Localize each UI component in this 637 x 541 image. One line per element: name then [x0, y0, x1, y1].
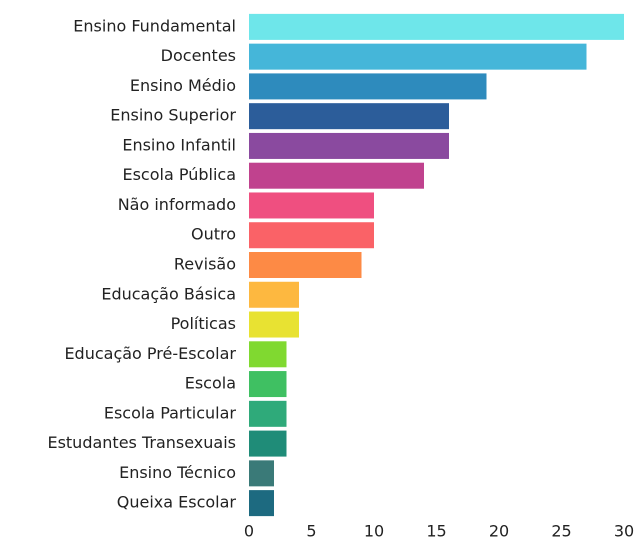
- bar: [249, 73, 487, 100]
- y-tick-label: Revisão: [174, 255, 236, 274]
- bar: [249, 13, 624, 40]
- y-tick-label: Ensino Médio: [130, 76, 236, 95]
- y-tick-label: Outro: [191, 225, 236, 244]
- bar: [249, 132, 449, 159]
- x-tick-label: 20: [489, 522, 509, 541]
- bar: [249, 252, 362, 278]
- bar: [249, 311, 299, 338]
- x-tick-label: 10: [364, 522, 384, 541]
- bar: [249, 400, 287, 427]
- bar: [249, 430, 287, 457]
- y-tick-label: Ensino Infantil: [122, 135, 236, 154]
- bar: [249, 162, 424, 189]
- y-tick-label: Ensino Técnico: [119, 463, 236, 482]
- y-tick-label: Ensino Fundamental: [73, 16, 236, 35]
- y-tick-label: Estudantes Transexuais: [47, 433, 236, 452]
- y-tick-label: Queixa Escolar: [117, 493, 237, 512]
- bar: [249, 490, 274, 517]
- y-tick-label: Não informado: [118, 195, 236, 214]
- bar: [249, 192, 374, 219]
- x-tick-label: 5: [306, 522, 316, 541]
- y-tick-label: Docentes: [161, 46, 236, 65]
- y-tick-label: Escola: [185, 374, 236, 393]
- y-tick-label: Escola Particular: [104, 403, 237, 422]
- x-tick-label: 30: [614, 522, 634, 541]
- bar: [249, 281, 299, 308]
- y-tick-label: Escola Pública: [122, 165, 236, 184]
- x-tick-label: 15: [426, 522, 446, 541]
- bar: [249, 371, 287, 398]
- y-tick-label: Educação Pré-Escolar: [64, 344, 236, 363]
- y-tick-label: Ensino Superior: [110, 106, 236, 125]
- x-tick-label: 0: [244, 522, 254, 541]
- y-tick-label: Políticas: [171, 314, 236, 333]
- bar: [249, 460, 274, 487]
- bar: [249, 103, 449, 130]
- bar: [249, 222, 374, 249]
- bar: [249, 341, 287, 368]
- bar: [249, 43, 587, 70]
- y-tick-label: Educação Básica: [101, 284, 236, 303]
- x-tick-label: 25: [551, 522, 571, 541]
